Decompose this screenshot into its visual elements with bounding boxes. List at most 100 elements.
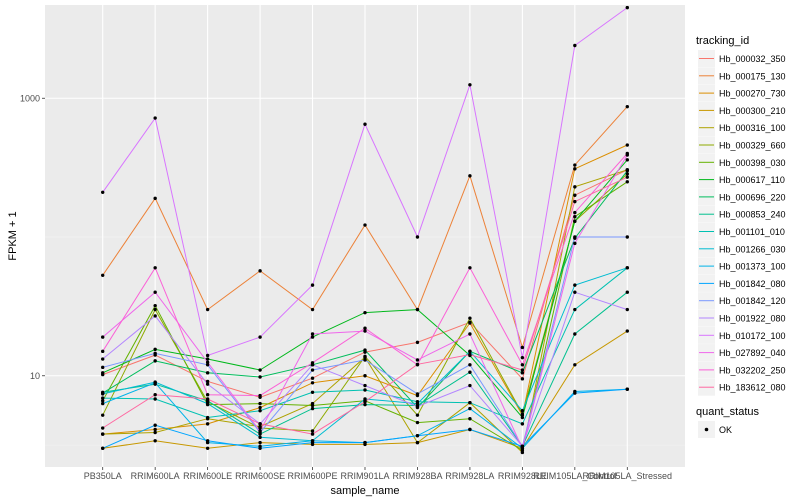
x-tick-label: RRIM928LA bbox=[445, 471, 494, 481]
data-point bbox=[363, 358, 367, 362]
data-point bbox=[153, 423, 157, 427]
data-point bbox=[153, 303, 157, 308]
data-point bbox=[520, 363, 525, 367]
data-point bbox=[625, 290, 629, 294]
y-tick-label: 1000 bbox=[20, 93, 40, 103]
data-point bbox=[625, 158, 629, 162]
legend-label: Hb_000032_350 bbox=[719, 54, 786, 64]
data-point bbox=[625, 172, 629, 176]
data-point bbox=[520, 345, 525, 350]
data-point bbox=[205, 397, 210, 401]
data-point bbox=[468, 427, 472, 432]
x-tick-label: RRIM600PE bbox=[288, 471, 338, 481]
data-point bbox=[101, 401, 105, 406]
data-point bbox=[205, 363, 210, 367]
legend-label: Hb_001101_010 bbox=[719, 227, 785, 237]
data-point bbox=[153, 116, 157, 120]
data-point bbox=[573, 391, 577, 395]
data-point bbox=[310, 406, 315, 411]
quant-status-label: OK bbox=[719, 425, 732, 435]
legend-label: Hb_001842_080 bbox=[719, 279, 786, 289]
data-point bbox=[625, 329, 629, 333]
data-point bbox=[258, 426, 262, 430]
data-point bbox=[258, 375, 262, 379]
data-point bbox=[363, 348, 367, 352]
data-point bbox=[468, 332, 472, 336]
data-point bbox=[153, 314, 157, 318]
data-point bbox=[101, 349, 105, 354]
data-point bbox=[363, 383, 367, 388]
legend-label: Hb_000617_110 bbox=[719, 175, 785, 185]
data-point bbox=[205, 382, 210, 386]
data-point bbox=[573, 290, 577, 294]
data-point bbox=[573, 332, 577, 336]
legend-label: Hb_027892_040 bbox=[719, 348, 786, 358]
data-point bbox=[573, 241, 577, 246]
data-point bbox=[625, 266, 629, 270]
data-point bbox=[205, 401, 210, 406]
data-point bbox=[310, 429, 315, 433]
quant-status-marker bbox=[704, 427, 709, 432]
data-point bbox=[363, 223, 367, 227]
legend-label: Hb_000300_210 bbox=[719, 106, 786, 116]
legend-label: Hb_000329_660 bbox=[719, 141, 786, 151]
data-point bbox=[573, 307, 577, 312]
legend-label: Hb_032202_250 bbox=[719, 365, 786, 375]
data-point bbox=[573, 363, 577, 367]
data-point bbox=[205, 353, 210, 358]
data-point bbox=[258, 368, 262, 372]
data-point bbox=[468, 83, 472, 87]
data-point bbox=[520, 446, 525, 451]
legend-label: Hb_000853_240 bbox=[719, 210, 786, 220]
data-point bbox=[258, 335, 262, 339]
data-point bbox=[101, 392, 105, 396]
data-point bbox=[205, 371, 210, 375]
data-point bbox=[310, 361, 315, 365]
data-point bbox=[573, 43, 577, 48]
data-point bbox=[310, 403, 315, 408]
data-point bbox=[363, 122, 367, 126]
data-point bbox=[363, 400, 367, 404]
x-tick-label: RRIM600SE bbox=[235, 471, 285, 481]
y-axis-title: FPKM + 1 bbox=[7, 211, 19, 260]
data-point bbox=[363, 388, 367, 392]
data-point bbox=[101, 335, 105, 339]
data-point bbox=[258, 408, 262, 413]
x-tick-label: RRIM901LA bbox=[340, 471, 389, 481]
data-point bbox=[205, 393, 210, 397]
data-point bbox=[363, 329, 367, 333]
legend-label: Hb_000316_100 bbox=[719, 123, 786, 133]
x-tick-label: RRIM928BA bbox=[392, 471, 442, 481]
data-point bbox=[153, 351, 157, 356]
data-point bbox=[573, 235, 577, 239]
data-point bbox=[153, 290, 157, 294]
data-point bbox=[258, 401, 262, 406]
legend-label: Hb_000175_130 bbox=[719, 71, 786, 81]
data-point bbox=[363, 440, 367, 445]
data-point bbox=[153, 307, 157, 312]
data-point bbox=[363, 402, 367, 407]
y-axis: 10 1000 bbox=[20, 93, 45, 381]
data-point bbox=[310, 432, 315, 436]
data-point bbox=[258, 393, 262, 398]
data-point bbox=[468, 266, 472, 270]
data-point bbox=[573, 163, 577, 167]
data-point bbox=[415, 340, 420, 345]
data-point bbox=[468, 383, 472, 388]
data-point bbox=[101, 426, 105, 430]
data-point bbox=[520, 371, 525, 375]
legend-title: tracking_id bbox=[696, 35, 749, 47]
data-point bbox=[205, 446, 210, 451]
data-point bbox=[625, 151, 629, 156]
data-point bbox=[625, 143, 629, 147]
data-point bbox=[468, 174, 472, 178]
data-point bbox=[101, 357, 105, 361]
data-point bbox=[153, 427, 157, 432]
data-point bbox=[573, 185, 577, 189]
data-point bbox=[415, 392, 420, 396]
data-point bbox=[310, 368, 315, 372]
x-tick-label: RRIM928LE bbox=[498, 471, 547, 481]
data-point bbox=[573, 199, 577, 204]
data-point bbox=[625, 5, 629, 10]
